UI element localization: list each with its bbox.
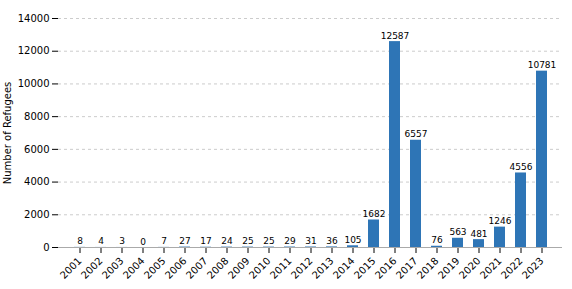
svg-text:2001: 2001 [58,255,84,281]
svg-text:10000: 10000 [18,78,50,89]
svg-text:563: 563 [449,227,466,237]
svg-text:2022: 2022 [499,255,525,281]
svg-text:2002: 2002 [79,255,105,281]
svg-text:27: 27 [179,236,190,246]
svg-text:2003: 2003 [100,255,126,281]
svg-text:4: 4 [98,236,104,246]
svg-text:2016: 2016 [373,255,399,281]
svg-text:0: 0 [43,242,49,253]
svg-text:6557: 6557 [405,129,428,139]
svg-text:76: 76 [431,235,443,245]
svg-text:Number of Refugees: Number of Refugees [2,82,13,185]
svg-text:2015: 2015 [352,255,378,281]
svg-text:25: 25 [263,236,274,246]
svg-text:2023: 2023 [520,255,546,281]
svg-text:10781: 10781 [528,60,557,70]
svg-text:17: 17 [200,236,211,246]
svg-text:12000: 12000 [18,45,50,56]
svg-text:25: 25 [242,236,253,246]
svg-text:2006: 2006 [163,255,189,281]
svg-text:7: 7 [161,236,167,246]
svg-text:2021: 2021 [478,255,504,281]
svg-text:31: 31 [305,236,316,246]
svg-text:2020: 2020 [457,255,483,281]
svg-text:2019: 2019 [436,255,462,281]
svg-text:105: 105 [344,235,361,245]
svg-text:12587: 12587 [381,31,410,41]
svg-text:2014: 2014 [331,255,357,281]
svg-text:0: 0 [140,237,146,247]
svg-text:14000: 14000 [18,13,50,24]
svg-text:2009: 2009 [226,255,252,281]
svg-text:2010: 2010 [247,255,273,281]
svg-text:4556: 4556 [510,162,533,172]
svg-text:2000: 2000 [24,209,49,220]
svg-text:8: 8 [77,236,83,246]
svg-text:481: 481 [470,229,487,239]
svg-text:2007: 2007 [184,255,210,281]
svg-text:24: 24 [221,236,233,246]
svg-text:4000: 4000 [24,176,49,187]
svg-text:3: 3 [119,236,125,246]
svg-text:2018: 2018 [415,255,441,281]
svg-text:2017: 2017 [394,255,420,281]
svg-text:2013: 2013 [310,255,336,281]
svg-text:1682: 1682 [363,209,386,219]
svg-text:6000: 6000 [24,144,49,155]
svg-text:2008: 2008 [205,255,231,281]
svg-text:1246: 1246 [489,216,512,226]
svg-text:8000: 8000 [24,111,49,122]
svg-text:36: 36 [326,236,338,246]
svg-text:2004: 2004 [121,255,147,281]
svg-text:29: 29 [284,236,296,246]
svg-text:2012: 2012 [289,255,315,281]
svg-text:2011: 2011 [268,255,294,281]
svg-text:2005: 2005 [142,255,168,281]
